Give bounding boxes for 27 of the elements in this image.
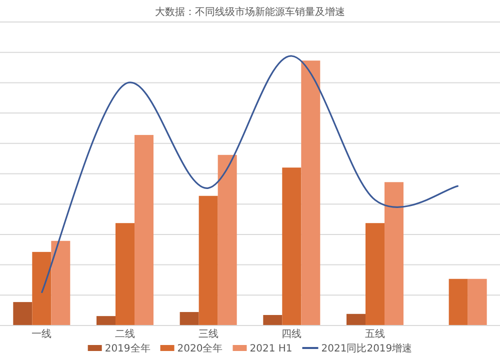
bar (13, 302, 32, 326)
bar (468, 278, 487, 326)
bar (180, 312, 199, 326)
legend-label: 2019全年 (104, 342, 150, 354)
bar (384, 182, 404, 326)
x-tick-label: 一线 (32, 328, 52, 340)
bar (96, 316, 116, 326)
legend-label: 2021 H1 (250, 344, 292, 354)
bar (51, 240, 70, 326)
bar (301, 60, 320, 326)
x-tick-label: 二线 (115, 328, 135, 340)
bar (198, 196, 218, 326)
legend-label: 2020全年 (177, 342, 223, 354)
x-tick-label: 五线 (365, 328, 385, 340)
bar (116, 223, 134, 326)
x-tick-label: 四线 (282, 328, 302, 340)
bar (282, 168, 302, 326)
chart-title: 大数据：不同线级市场新能源车销量及增速 (155, 6, 345, 18)
legend-label: 2021同比2019增速 (321, 342, 412, 354)
bar (218, 154, 237, 326)
bar (263, 314, 282, 326)
bar (32, 252, 52, 326)
bar (346, 314, 366, 326)
x-tick-label: 三线 (198, 328, 218, 340)
bar (448, 278, 468, 326)
bar (134, 134, 154, 326)
bar (366, 223, 384, 326)
